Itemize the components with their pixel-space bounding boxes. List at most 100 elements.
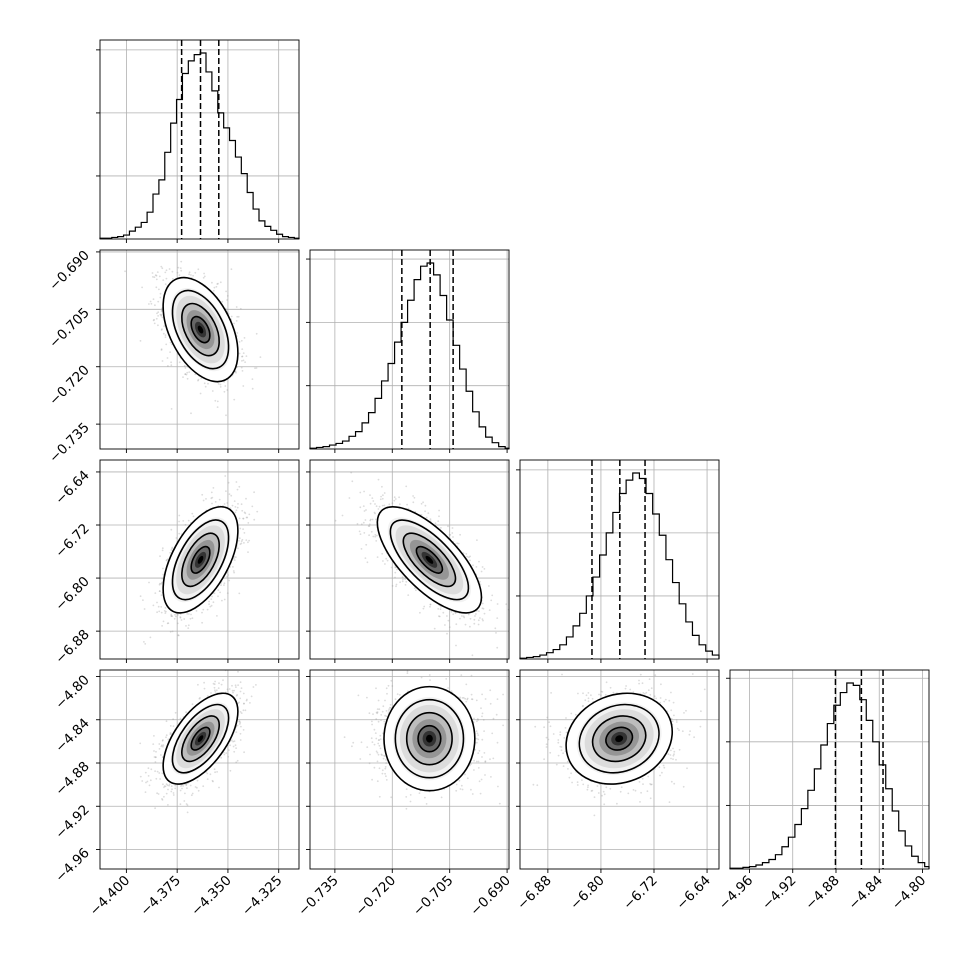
scatter-point [178, 514, 181, 517]
scatter-point [438, 509, 440, 512]
scatter-point [174, 787, 177, 790]
scatter-point [226, 502, 229, 504]
scatter-point [170, 615, 173, 617]
scatter-point [231, 504, 234, 507]
scatter-point [253, 491, 256, 494]
density-contour [171, 289, 230, 370]
scatter-point [161, 772, 164, 775]
scatter-point [170, 785, 173, 788]
scatter-point [505, 603, 508, 606]
scatter-point [197, 378, 200, 381]
scatter-point [179, 616, 182, 618]
scatter-point [160, 309, 163, 312]
scatter-point [240, 339, 243, 342]
scatter-point [166, 558, 169, 561]
scatter-point [171, 547, 173, 550]
scatter-point [203, 687, 206, 690]
scatter-point [350, 471, 353, 474]
scatter-point [465, 553, 468, 555]
scatter-point [199, 392, 202, 395]
scatter-point [184, 523, 187, 526]
scatter-point [143, 641, 145, 643]
scatter-point [174, 784, 177, 787]
scatter-point [178, 361, 181, 364]
scatter-point [211, 595, 214, 598]
scatter-point [393, 499, 396, 502]
scatter-point [383, 504, 386, 507]
scatter-point [235, 509, 238, 512]
scatter-point [239, 307, 242, 310]
scatter-point [228, 493, 231, 496]
scatter-point [398, 503, 401, 506]
scatter-point [477, 619, 480, 622]
scatter-point [243, 337, 246, 339]
scatter-point [351, 480, 354, 483]
scatter-point [219, 591, 222, 594]
scatter-point [243, 542, 245, 544]
scatter-point [429, 603, 432, 606]
scatter-point [219, 383, 222, 386]
scatter-point [162, 279, 165, 281]
scatter-point [240, 366, 243, 369]
scatter-point [375, 518, 377, 521]
scatter-point [360, 548, 363, 550]
scatter-point [206, 608, 209, 611]
scatter-point [405, 485, 408, 488]
scatter-point [169, 630, 172, 633]
scatter-point [213, 286, 216, 289]
scatter-point [226, 389, 229, 391]
scatter-point [223, 753, 226, 756]
scatter-point [166, 357, 169, 359]
scatter-point [236, 506, 239, 509]
scatter-point [217, 282, 219, 285]
scatter-point [184, 373, 187, 375]
scatter-point [211, 502, 213, 505]
density-contour [162, 276, 239, 383]
panel-frame [309, 459, 510, 660]
scatter-point [164, 607, 167, 609]
scatter-point [220, 756, 223, 759]
scatter-point [141, 286, 144, 289]
scatter-point [167, 622, 170, 624]
scatter-point [208, 603, 211, 605]
scatter-point [160, 265, 163, 268]
panel-frame [519, 459, 720, 660]
scatter-point [368, 534, 370, 537]
scatter-point [167, 365, 169, 367]
scatter-point [444, 624, 446, 626]
scatter-point [221, 300, 224, 303]
scatter-point [179, 267, 182, 269]
scatter-point [240, 540, 243, 543]
scatter-point [235, 306, 238, 308]
scatter-point [469, 559, 471, 562]
scatter-point [242, 359, 245, 362]
scatter-point [482, 607, 485, 610]
scatter-point [236, 315, 239, 318]
scatter-point [161, 328, 163, 330]
scatter-point [369, 494, 371, 496]
scatter-point [195, 610, 198, 612]
scatter-point [238, 517, 241, 520]
scatter-point [437, 520, 440, 523]
scatter-point [385, 557, 388, 560]
scatter-point [420, 502, 423, 505]
scatter-point [224, 475, 227, 477]
scatter-point [211, 390, 214, 392]
scatter-point [183, 800, 186, 802]
scatter-point [477, 623, 480, 626]
scatter-point [170, 615, 173, 617]
scatter-point [153, 318, 156, 321]
scatter-point [155, 777, 158, 780]
scatter-point [145, 781, 147, 784]
scatter-point [171, 546, 174, 549]
scatter-point [364, 519, 367, 521]
scatter-point [241, 355, 244, 358]
scatter-point [244, 512, 247, 515]
scatter-point [238, 537, 241, 540]
scatter-point [188, 613, 190, 615]
scatter-point [180, 785, 182, 787]
scatter-point [370, 530, 373, 533]
scatter-point [158, 590, 161, 592]
scatter-point [207, 382, 209, 385]
